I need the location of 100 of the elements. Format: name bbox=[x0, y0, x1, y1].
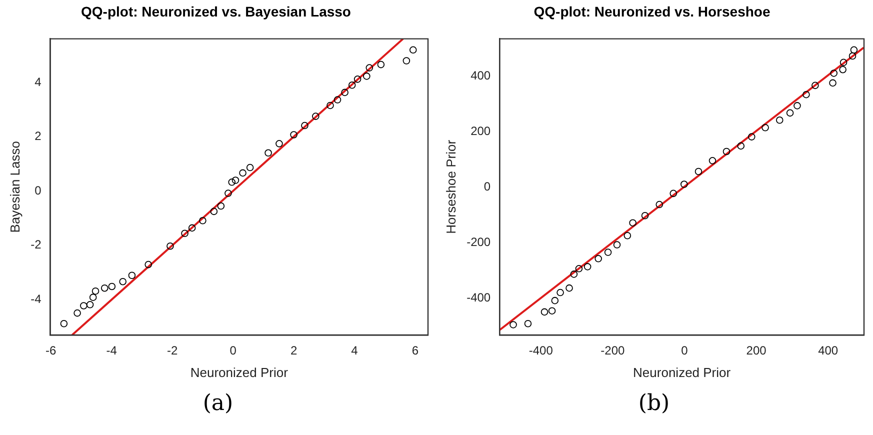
point bbox=[748, 133, 756, 140]
point bbox=[108, 282, 116, 290]
x-axis-title: Neuronized Prior bbox=[190, 364, 289, 380]
point bbox=[629, 219, 636, 226]
point bbox=[802, 90, 810, 98]
point bbox=[86, 301, 94, 308]
point bbox=[290, 131, 298, 138]
point bbox=[551, 296, 559, 304]
point bbox=[377, 60, 385, 68]
point bbox=[694, 168, 702, 176]
point bbox=[840, 58, 848, 66]
point bbox=[566, 284, 573, 292]
point bbox=[613, 241, 621, 248]
point bbox=[641, 212, 649, 220]
point bbox=[199, 216, 206, 224]
point bbox=[363, 72, 370, 80]
point bbox=[594, 255, 602, 262]
x-tick-label: 200 bbox=[746, 344, 767, 358]
point bbox=[850, 46, 858, 54]
chart-title: QQ-plot: Neuronized vs. Bayesian Lasso bbox=[81, 3, 351, 20]
point bbox=[326, 102, 334, 110]
x-tick-label: 4 bbox=[351, 344, 358, 358]
point bbox=[830, 70, 838, 77]
point bbox=[228, 178, 236, 186]
point bbox=[708, 157, 716, 164]
y-tick-label: 2 bbox=[34, 129, 42, 144]
point bbox=[786, 109, 794, 117]
point bbox=[794, 102, 801, 110]
y-tick-label: -4 bbox=[30, 292, 42, 306]
point bbox=[737, 142, 745, 150]
point bbox=[166, 242, 174, 250]
point bbox=[80, 302, 88, 310]
point bbox=[334, 96, 342, 104]
x-tick-label: 0 bbox=[230, 344, 237, 358]
y-tick-label: -200 bbox=[466, 235, 491, 250]
y-axis-title: Bayesian Lasso bbox=[7, 141, 22, 233]
text: (a) bbox=[202, 391, 234, 416]
point bbox=[524, 320, 532, 328]
point bbox=[575, 265, 583, 272]
point bbox=[119, 278, 126, 286]
point bbox=[92, 287, 100, 295]
point bbox=[656, 200, 664, 208]
point bbox=[100, 284, 108, 292]
x-tick-label: -6 bbox=[46, 344, 57, 358]
x-tick-label: -200 bbox=[600, 344, 626, 358]
y-tick-label: 200 bbox=[470, 124, 491, 138]
point bbox=[624, 232, 632, 240]
text: (b) bbox=[637, 391, 671, 416]
y-tick-label: 0 bbox=[34, 183, 42, 198]
point bbox=[181, 230, 188, 238]
x-tick-label: -400 bbox=[528, 344, 554, 358]
point bbox=[402, 57, 410, 64]
chart-title: QQ-plot: Neuronized vs. Horseshoe bbox=[534, 3, 770, 20]
point bbox=[60, 320, 68, 328]
y-tick-label: 4 bbox=[34, 75, 42, 90]
point bbox=[584, 263, 592, 270]
point bbox=[217, 202, 225, 210]
point bbox=[510, 321, 517, 328]
point bbox=[276, 140, 283, 148]
x-axis-title: Neuronized Prior bbox=[633, 364, 732, 380]
x-tick-label: -2 bbox=[167, 344, 178, 358]
point bbox=[264, 149, 272, 157]
point bbox=[540, 308, 548, 316]
point bbox=[829, 79, 836, 87]
x-tick-label: -4 bbox=[106, 344, 118, 358]
point bbox=[570, 270, 578, 278]
x-tick-label: 0 bbox=[681, 344, 688, 358]
point bbox=[848, 52, 856, 60]
point bbox=[762, 124, 769, 132]
point bbox=[188, 224, 196, 232]
y-tick-label: 0 bbox=[484, 180, 491, 194]
point bbox=[812, 82, 819, 90]
point bbox=[348, 81, 356, 89]
y-axis-title: Horseshoe Prior bbox=[443, 139, 458, 234]
point bbox=[89, 294, 97, 301]
point bbox=[128, 272, 136, 280]
point bbox=[366, 64, 374, 72]
point bbox=[722, 148, 730, 156]
point bbox=[239, 169, 246, 177]
x-tick-label: 400 bbox=[818, 344, 838, 358]
point bbox=[210, 208, 218, 216]
point bbox=[839, 66, 846, 74]
point bbox=[232, 176, 240, 184]
y-tick-label: -400 bbox=[466, 290, 491, 305]
point bbox=[604, 248, 612, 256]
point bbox=[341, 88, 348, 96]
y-tick-label: -2 bbox=[30, 238, 42, 252]
x-tick-label: 2 bbox=[290, 344, 298, 358]
point bbox=[670, 190, 678, 198]
point bbox=[312, 112, 320, 120]
point bbox=[409, 46, 417, 54]
point bbox=[224, 190, 232, 197]
point bbox=[548, 307, 556, 314]
x-tick-label: 6 bbox=[412, 344, 419, 358]
point bbox=[354, 76, 362, 83]
point bbox=[74, 309, 81, 317]
point bbox=[301, 122, 308, 130]
point bbox=[556, 288, 564, 296]
point bbox=[246, 164, 254, 172]
y-tick-label: 400 bbox=[470, 68, 491, 83]
